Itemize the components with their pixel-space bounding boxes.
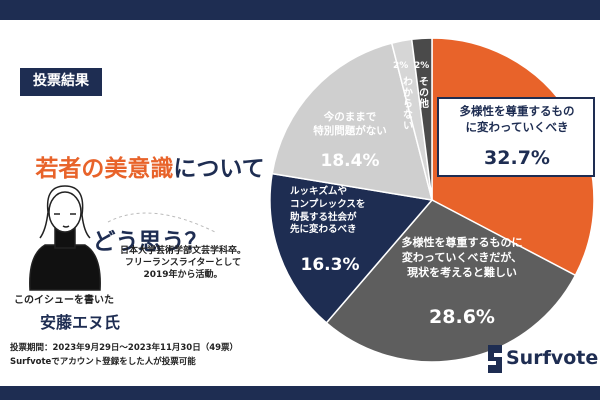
author-name: 安藤エヌ氏: [40, 313, 121, 332]
pie-slice: [325, 199, 577, 363]
author-caption: このイシューを書いた: [14, 295, 114, 306]
bottom-band: [0, 386, 600, 400]
slice-value-label: 32.7%: [484, 147, 550, 169]
portrait: [29, 185, 101, 291]
slice-value-label: 2%: [414, 61, 430, 71]
slice-value-label: 2%: [393, 61, 409, 71]
title-part: どう思う？: [92, 229, 208, 256]
brand-icon: [488, 345, 502, 373]
pie-slice: [271, 42, 434, 201]
pie-slice: [269, 172, 434, 324]
slice-label: 多様性を尊重するものに 変わっていくべきだが、 現状を考えると難しい: [401, 236, 523, 279]
footer-note: Surfvoteでアカウント登録をした人が投票可能: [10, 357, 196, 367]
author-bio: 日本大学芸術学部文芸学科卒。 フリーランスライターとして 2019年から活動。: [119, 246, 246, 281]
slice-label: 多様性を尊重するもの に変わっていくべき: [459, 104, 575, 134]
deco-arc: [107, 212, 216, 233]
pie-slice: [410, 37, 433, 201]
slice-value-label: 18.4%: [320, 151, 380, 171]
title-highlight: 若者の美意識: [35, 155, 174, 182]
slice-label: その他: [416, 76, 428, 109]
badge: 投票結果: [33, 73, 89, 89]
slice-value-label: 28.6%: [429, 306, 495, 328]
slice-label: 今のままで 特別問題がない: [313, 111, 387, 138]
brand: Surfvote: [506, 347, 599, 369]
title-part: について: [173, 155, 265, 182]
slice-label: ルッキズムや コンプレックスを 助長する社会が 先に変わるべき: [290, 186, 366, 236]
label-box: [437, 97, 595, 177]
footer-period: 投票期間：2023年9月29日〜2023年11月30日（49票）: [10, 343, 239, 353]
slice-value-label: 16.3%: [300, 255, 360, 275]
slice-label: わからない: [400, 76, 412, 131]
top-band: [0, 0, 600, 20]
title: 若者の美意識について どう思う？: [0, 114, 300, 261]
badge-bg: [20, 68, 102, 96]
